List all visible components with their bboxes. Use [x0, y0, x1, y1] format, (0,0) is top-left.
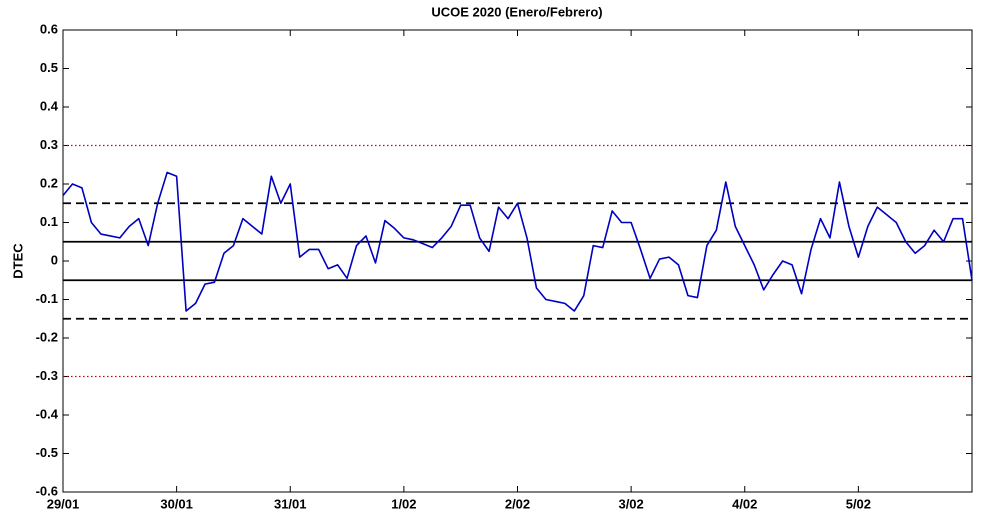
x-tick-label: 31/01: [274, 496, 307, 511]
x-tick-label: 4/02: [732, 496, 757, 511]
y-tick-label: -0.1: [36, 291, 58, 306]
y-tick-label: -0.2: [36, 329, 58, 344]
y-tick-label: 0.2: [40, 175, 58, 190]
chart-title: UCOE 2020 (Enero/Febrero): [431, 4, 602, 19]
y-tick-label: 0.5: [40, 60, 58, 75]
x-tick-label: 3/02: [618, 496, 643, 511]
y-tick-label: -0.5: [36, 445, 58, 460]
y-tick-label: 0: [51, 252, 58, 267]
y-tick-label: 0.4: [40, 98, 59, 113]
y-tick-label: -0.6: [36, 483, 58, 498]
y-tick-label: -0.4: [36, 406, 59, 421]
x-tick-label: 5/02: [846, 496, 871, 511]
y-tick-label: 0.6: [40, 21, 58, 36]
y-tick-label: 0.1: [40, 214, 58, 229]
x-tick-label: 30/01: [160, 496, 193, 511]
data-line: [62, 171, 973, 312]
y-tick-label: 0.3: [40, 137, 58, 152]
plot-frame: [62, 29, 973, 493]
x-tick-label: 29/01: [47, 496, 80, 511]
x-tick-label: 2/02: [505, 496, 530, 511]
x-tick-label: 1/02: [391, 496, 416, 511]
y-tick-label: -0.3: [36, 368, 58, 383]
y-axis-label: DTEC: [10, 243, 25, 279]
